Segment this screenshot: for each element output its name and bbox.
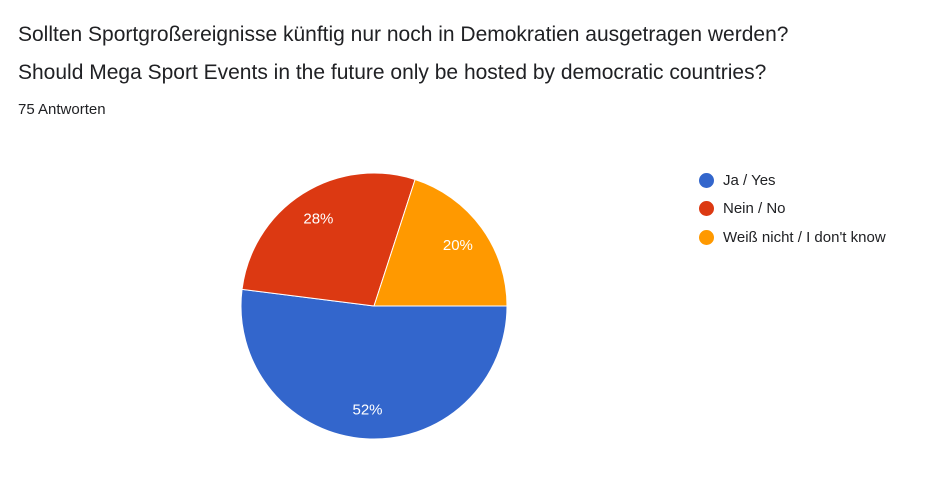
legend-label-dont-know: Weiß nicht / I don't know [723,228,886,246]
pie-slice-dont-know[interactable] [373,178,508,307]
legend-label-no: Nein / No [723,200,786,217]
legend-swatch-dont-know [699,229,714,245]
slice-label-no: 28% [303,210,333,227]
chart-legend: Ja / Yes Nein / No Weiß nicht / I don't kn… [699,170,886,256]
chart-title-line-2: Should Mega Sport Events in the future o… [18,61,767,84]
response-count: 75 Antworten [18,101,106,118]
slice-label-yes: 52% [352,402,382,419]
legend-item-yes[interactable]: Ja / Yes [699,170,886,190]
legend-item-no[interactable]: Nein / No [699,199,886,219]
legend-swatch-no [699,201,714,216]
chart-title-line-1: Sollten Sportgroßereignisse künftig nur … [18,23,789,46]
pie-slice-no[interactable] [241,172,416,307]
legend-swatch-yes [699,172,714,188]
legend-item-dont-know[interactable]: Weiß nicht / I don't know [699,227,886,247]
legend-label-yes: Ja / Yes [723,171,776,189]
slice-label-dont-know: 20% [443,237,473,254]
pie-slice-yes[interactable] [240,288,508,440]
